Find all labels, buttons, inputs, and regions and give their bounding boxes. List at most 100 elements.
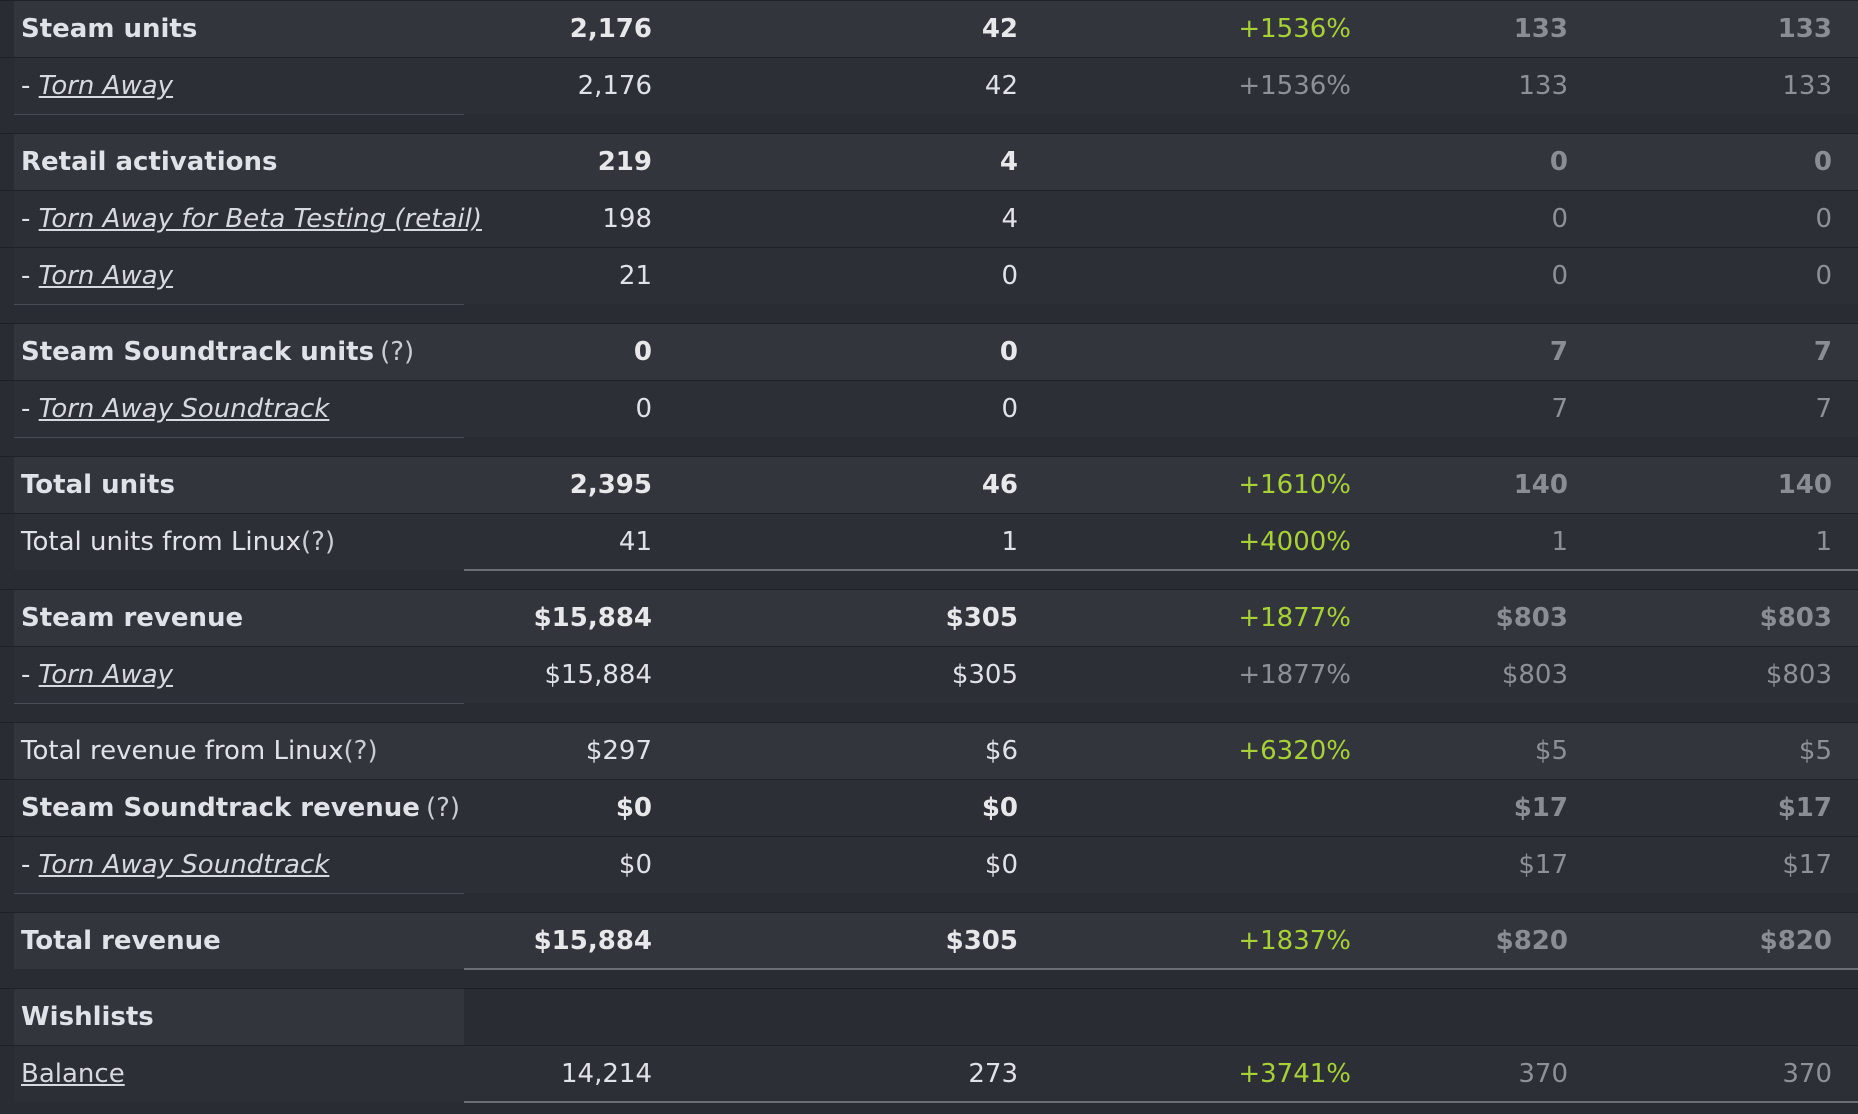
row-label: - Torn Away xyxy=(21,261,174,291)
value-col-3: $803 xyxy=(1501,660,1568,690)
table-row-steam-revenue: Steam revenue $15,884 $305 +1877% $803 $… xyxy=(0,589,1858,646)
balance-link[interactable]: Balance xyxy=(21,1059,125,1089)
percent-change: +4000% xyxy=(1238,527,1351,557)
value-col-3: $17 xyxy=(1518,850,1568,880)
value-col-4: 133 xyxy=(1782,71,1832,101)
value-col-1: $0 xyxy=(615,793,652,823)
row-label: - Torn Away xyxy=(21,71,174,101)
value-col-2: $6 xyxy=(984,736,1018,766)
value-col-4: 133 xyxy=(1777,14,1832,44)
table-row-soundtrack-revenue: Steam Soundtrack revenue (?) $0 $0 $17 $1… xyxy=(0,779,1858,836)
table-row-wishlists-header: Wishlists xyxy=(0,988,1858,1045)
row-label: Steam revenue xyxy=(21,603,244,633)
product-link-torn-away[interactable]: Torn Away xyxy=(38,261,174,291)
value-col-4: $820 xyxy=(1759,926,1832,956)
value-col-2: 4 xyxy=(999,147,1018,177)
value-col-1: $0 xyxy=(618,850,652,880)
row-label: - Torn Away Soundtrack xyxy=(21,850,330,880)
value-col-3: $803 xyxy=(1495,603,1568,633)
row-label: Steam Soundtrack revenue (?) xyxy=(21,793,461,823)
value-col-3: $17 xyxy=(1513,793,1568,823)
value-col-4: $5 xyxy=(1798,736,1832,766)
value-col-1: 0 xyxy=(633,337,652,367)
value-col-4: 7 xyxy=(1813,337,1832,367)
value-col-4: 0 xyxy=(1815,261,1832,291)
value-col-2: $305 xyxy=(951,660,1018,690)
value-col-2: 46 xyxy=(981,470,1018,500)
value-col-4: 0 xyxy=(1815,204,1832,234)
product-link-torn-away-beta[interactable]: Torn Away for Beta Testing (retail) xyxy=(38,204,482,234)
product-link-torn-away[interactable]: Torn Away xyxy=(38,660,174,690)
value-col-4: $803 xyxy=(1765,660,1832,690)
value-col-2: 0 xyxy=(1001,261,1018,291)
table-row-torn-away-units: - Torn Away 2,176 42 +1536% 133 133 xyxy=(0,57,1858,115)
value-col-4: 7 xyxy=(1815,394,1832,424)
help-tooltip[interactable]: (?) xyxy=(301,527,336,557)
row-label: Steam units xyxy=(21,14,198,44)
value-col-1: $15,884 xyxy=(544,660,652,690)
percent-change: +1837% xyxy=(1238,926,1351,956)
value-col-1: 14,214 xyxy=(561,1059,652,1089)
value-col-1: 2,176 xyxy=(577,71,652,101)
table-row-soundtrack-item-revenue: - Torn Away Soundtrack $0 $0 $17 $17 xyxy=(0,836,1858,894)
value-col-4: 0 xyxy=(1813,147,1832,177)
value-col-4: 1 xyxy=(1815,527,1832,557)
value-col-4: 370 xyxy=(1782,1059,1832,1089)
value-col-3: 133 xyxy=(1518,71,1568,101)
table-row-beta-retail: - Torn Away for Beta Testing (retail) 19… xyxy=(0,190,1858,247)
row-label: Total revenue xyxy=(21,926,221,956)
row-label: Retail activations xyxy=(21,147,278,177)
value-col-2: $0 xyxy=(981,793,1018,823)
row-label: Steam Soundtrack units (?) xyxy=(21,337,415,367)
value-col-3: 1 xyxy=(1551,527,1568,557)
value-col-4: $803 xyxy=(1759,603,1832,633)
table-row-linux-revenue: Total revenue from Linux(?) $297 $6 +632… xyxy=(0,722,1858,779)
value-col-2: $0 xyxy=(984,850,1018,880)
row-label: Balance xyxy=(21,1046,125,1102)
percent-change: +1536% xyxy=(1238,71,1351,101)
value-col-3: $5 xyxy=(1534,736,1568,766)
percent-change: +1877% xyxy=(1238,603,1351,633)
section-heading: Wishlists xyxy=(21,1002,154,1032)
table-row-total-units: Total units 2,395 46 +1610% 140 140 xyxy=(0,456,1858,513)
table-row-soundtrack-item: - Torn Away Soundtrack 0 0 7 7 xyxy=(0,380,1858,438)
value-col-4: 140 xyxy=(1777,470,1832,500)
percent-change: +6320% xyxy=(1238,736,1351,766)
value-col-1: 0 xyxy=(635,394,652,424)
value-col-2: 42 xyxy=(981,14,1018,44)
table-row-total-revenue: Total revenue $15,884 $305 +1837% $820 $… xyxy=(0,912,1858,970)
value-col-3: 370 xyxy=(1518,1059,1568,1089)
table-row-balance: Balance 14,214 273 +3741% 370 370 xyxy=(0,1045,1858,1103)
value-col-2: $305 xyxy=(945,926,1018,956)
percent-change: +1536% xyxy=(1238,14,1351,44)
value-col-2: 4 xyxy=(1001,204,1018,234)
value-col-4: $17 xyxy=(1777,793,1832,823)
value-col-3: 140 xyxy=(1513,470,1568,500)
table-row-torn-away-retail: - Torn Away 21 0 0 0 xyxy=(0,247,1858,305)
help-tooltip[interactable]: (?) xyxy=(380,337,415,367)
percent-change: +1877% xyxy=(1238,660,1351,690)
product-link-torn-away[interactable]: Torn Away xyxy=(38,71,174,101)
help-tooltip[interactable]: (?) xyxy=(425,793,461,823)
table-row-linux-units: Total units from Linux(?) 41 1 +4000% 1 … xyxy=(0,513,1858,571)
product-link-torn-away-soundtrack[interactable]: Torn Away Soundtrack xyxy=(38,394,330,424)
value-col-3: 7 xyxy=(1549,337,1568,367)
value-col-2: 1 xyxy=(1001,527,1018,557)
value-col-1: 198 xyxy=(602,204,652,234)
value-col-3: 0 xyxy=(1549,147,1568,177)
value-col-1: 2,395 xyxy=(569,470,652,500)
percent-change: +1610% xyxy=(1238,470,1351,500)
value-col-1: 219 xyxy=(597,147,652,177)
row-label: Total units xyxy=(21,470,175,500)
table-row-soundtrack-units: Steam Soundtrack units (?) 0 0 7 7 xyxy=(0,323,1858,380)
row-label: - Torn Away xyxy=(21,660,174,690)
value-col-3: 7 xyxy=(1551,394,1568,424)
row-label: Total revenue from Linux(?) xyxy=(21,736,378,766)
value-col-1: $15,884 xyxy=(533,603,652,633)
product-link-torn-away-soundtrack[interactable]: Torn Away Soundtrack xyxy=(38,850,330,880)
table-row-torn-away-revenue: - Torn Away $15,884 $305 +1877% $803 $80… xyxy=(0,646,1858,704)
help-tooltip[interactable]: (?) xyxy=(343,736,378,766)
value-col-3: 0 xyxy=(1551,204,1568,234)
value-col-3: $820 xyxy=(1495,926,1568,956)
